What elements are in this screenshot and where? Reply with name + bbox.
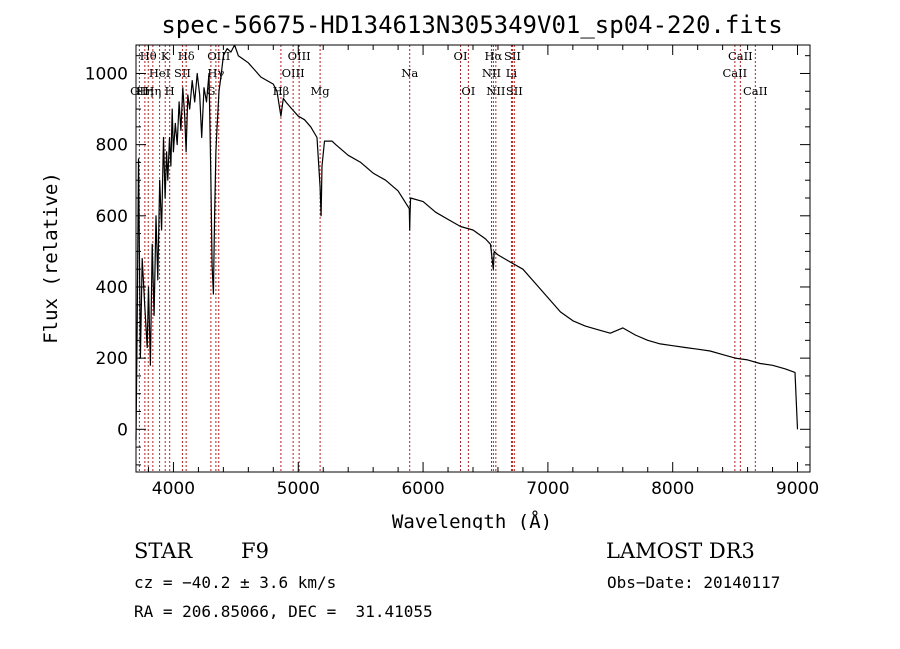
plot-frame [135,44,811,473]
x-tick-label-4: 8000 [651,479,694,499]
spectral-line-label-17: OI [454,49,468,63]
y-axis-ticks: 0 200 400 600 800 1000 [85,55,810,466]
spectral-line-label-7: SII [174,66,191,80]
x-tick-label-0: 4000 [152,479,195,499]
y-tick-label-2: 400 [96,278,128,298]
spectral-line-label-1: Hη [136,84,153,98]
y-tick-label-1: 200 [96,349,128,369]
spectral-line-label-13: OIII [282,66,305,80]
spectral-line-label-23: SII [504,49,521,63]
spectral-line-label-3: Hη [144,84,161,98]
spectral-line-label-21: NII [486,84,505,98]
spectral-line-label-5: K [161,49,170,63]
spectrum-layer [135,44,799,441]
spectral-line-label-24: SII [506,84,523,98]
spectral-line-label-2: Hθ [140,49,157,63]
spectral-line-label-16: Na [401,66,418,80]
x-axis-ticks: 4000 5000 6000 7000 8000 9000 [147,45,819,499]
x-tick-label-2: 6000 [401,479,444,499]
spectral-line-label-26: CaII [728,49,753,63]
spectral-line-label-12: Hβ [273,84,290,98]
spectral-line-label-22: Li [506,66,518,80]
spectrum-line [135,44,799,441]
spectral-line-label-8: Hδ [178,49,195,63]
x-tick-label-1: 5000 [277,479,320,499]
spectral-line-label-10: Hγ [207,66,224,80]
spectral-line-label-6: H [165,84,175,98]
redshift-value: cz = −40.2 ± 3.6 km/s [134,573,337,592]
spectral-line-label-20: Hα [484,49,502,63]
y-tick-label-0: 0 [117,420,128,440]
coordinates: RA = 206.85066, DEC = 31.41055 [134,602,433,621]
y-axis-label: Flux (relative) [40,172,62,344]
spectral-line-label-14: OIII [288,49,311,63]
spectral-subclass: F9 [241,539,269,563]
observation-date: Obs−Date: 20140117 [607,573,781,592]
spectral-line-label-27: CaII [743,84,768,98]
spectral-line-label-25: CaII [722,66,747,80]
spectral-line-label-19: NII [482,66,501,80]
y-tick-label-3: 600 [96,207,128,227]
spectral-line-label-15: Mg [311,84,331,98]
x-tick-label-5: 9000 [776,479,819,499]
x-tick-label-3: 7000 [526,479,569,499]
y-tick-label-4: 800 [96,136,128,156]
y-tick-label-5: 1000 [85,64,128,84]
spectral-line-labels: OIIHηHθHηHeIKHSIIHδGHγOIIIHβOIIIOIIIMgNa… [130,49,768,98]
spectral-line-markers [138,45,756,472]
spectral-line-label-18: OI [461,84,475,98]
object-type: STAR [134,539,193,563]
x-axis-label: Wavelength (Å) [392,510,552,530]
spectral-line-label-11: OIII [207,49,230,63]
chart-title: spec-56675-HD134613N305349V01_sp04-220.f… [161,11,782,39]
spectral-line-label-4: HeI [149,66,170,80]
spectral-line-label-9: G [206,84,215,98]
spectrum-chart: spec-56675-HD134613N305349V01_sp04-220.f… [40,11,819,530]
survey-name: LAMOST DR3 [606,539,755,563]
